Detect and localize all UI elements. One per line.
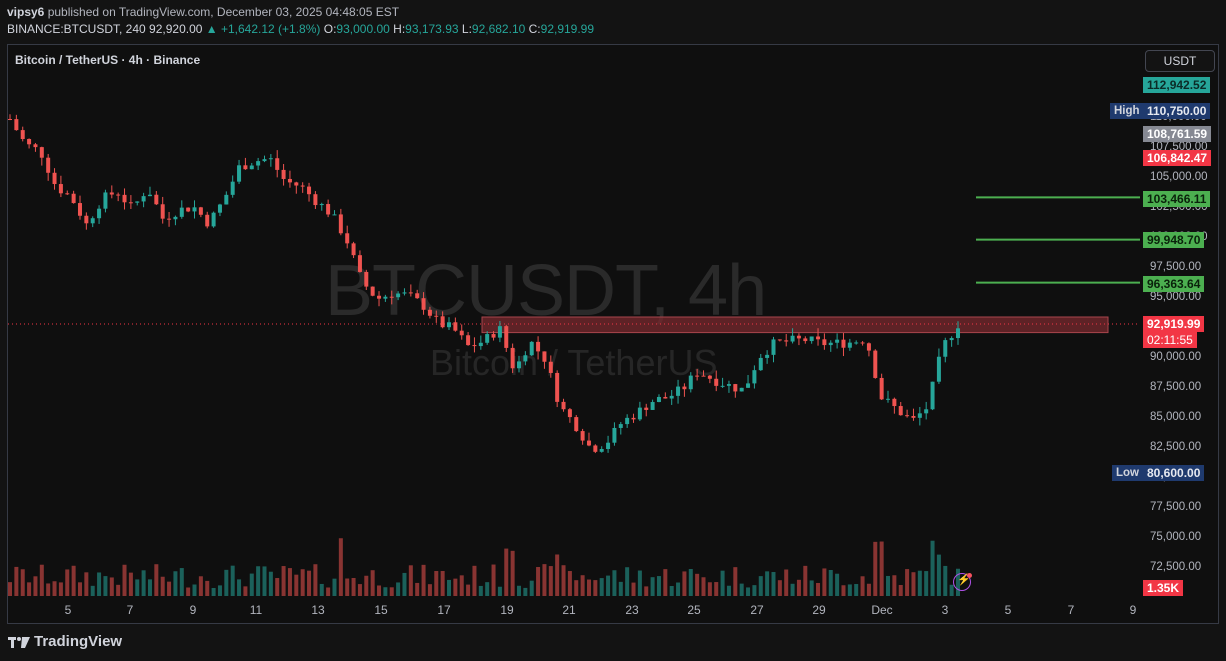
publish-line: vipsy6 published on TradingView.com, Dec… xyxy=(7,5,399,19)
chart-pane[interactable] xyxy=(7,44,1219,624)
high-value: 93,173.93 xyxy=(405,22,459,36)
price-tick: 97,500.00 xyxy=(1150,261,1202,273)
gray-price-tag: 108,761.59 xyxy=(1143,126,1212,142)
low-value: 92,682.10 xyxy=(471,22,526,36)
level-tag-103466: 103,466.11 xyxy=(1143,191,1211,207)
price-tick: 90,000.00 xyxy=(1150,351,1202,363)
price-tick: 82,500.00 xyxy=(1150,441,1202,453)
top-price-tag: 112,942.52 xyxy=(1143,77,1211,93)
level-tag-99948: 99,948.70 xyxy=(1143,232,1205,248)
time-tick: 21 xyxy=(562,603,576,617)
time-tick: 7 xyxy=(126,603,134,617)
price-tick: 77,500.00 xyxy=(1150,501,1202,513)
time-tick: 11 xyxy=(249,603,263,617)
close-label: C: xyxy=(528,22,541,36)
publish-header: vipsy6 published on TradingView.com, Dec… xyxy=(0,0,1226,44)
last-price: 92,920.00 xyxy=(149,22,203,36)
time-tick: 5 xyxy=(64,603,72,617)
brand-name: TradingView xyxy=(34,633,123,650)
time-tick: 29 xyxy=(812,603,826,617)
open-label: O: xyxy=(323,22,337,36)
high-price-tag: 110,750.00 xyxy=(1143,103,1211,119)
time-tick: 23 xyxy=(625,603,639,617)
low-label: L: xyxy=(461,22,472,36)
price-tick: 87,500.00 xyxy=(1150,381,1202,393)
price-tick: 72,500.00 xyxy=(1150,561,1202,573)
current-price-tag: 92,919.99 xyxy=(1143,316,1205,332)
tradingview-logo-icon xyxy=(8,635,30,649)
price-tick: 105,000.00 xyxy=(1150,171,1208,183)
open-value: 93,000.00 xyxy=(336,22,390,36)
published-text: published on TradingView.com, December 0… xyxy=(47,5,400,19)
time-tick: 3 xyxy=(941,603,949,617)
price-tick: 75,000.00 xyxy=(1150,531,1202,543)
time-tick: 5 xyxy=(1004,603,1012,617)
close-value: 92,919.99 xyxy=(540,22,595,36)
candle-countdown: 02:11:55 xyxy=(1143,332,1197,348)
ohlc-line: BINANCE:BTCUSDT, 240 92,920.00 ▲ +1,642.… xyxy=(7,22,594,36)
high-marker-label: High xyxy=(1110,103,1144,119)
symbol-line: BINANCE:BTCUSDT, 240 xyxy=(7,22,146,36)
symbol-watermark: BTCUSDT, 4h xyxy=(325,251,767,331)
price-change: ▲ +1,642.12 (+1.8%) xyxy=(205,22,321,36)
high-label: H: xyxy=(393,22,406,36)
time-tick: 13 xyxy=(311,603,325,617)
notification-dot-icon xyxy=(967,573,972,578)
currency-button[interactable]: USDT xyxy=(1145,50,1215,72)
level-tag-96363: 96,363.64 xyxy=(1143,276,1205,292)
time-tick: 9 xyxy=(1129,603,1137,617)
volume-tag: 1.35K xyxy=(1143,580,1184,596)
tradingview-footer: TradingView xyxy=(8,633,122,650)
time-tick: 15 xyxy=(374,603,388,617)
price-tick: 95,000.00 xyxy=(1150,291,1202,303)
price-tick: 85,000.00 xyxy=(1150,411,1202,423)
time-tick: 7 xyxy=(1067,603,1075,617)
time-tick: 17 xyxy=(437,603,451,617)
time-tick: 19 xyxy=(500,603,514,617)
red-price-tag: 106,842.47 xyxy=(1143,150,1212,166)
low-price-tag: 80,600.00 xyxy=(1143,465,1205,481)
low-marker-label: Low xyxy=(1112,465,1143,481)
time-tick: 9 xyxy=(189,603,197,617)
time-tick: 25 xyxy=(687,603,701,617)
name-watermark: Bitcoin / TetherUS xyxy=(430,342,718,383)
author-name[interactable]: vipsy6 xyxy=(7,5,45,19)
time-tick: Dec xyxy=(871,603,893,617)
chart-legend[interactable]: Bitcoin / TetherUS · 4h · Binance xyxy=(15,53,201,67)
time-tick: 27 xyxy=(750,603,764,617)
